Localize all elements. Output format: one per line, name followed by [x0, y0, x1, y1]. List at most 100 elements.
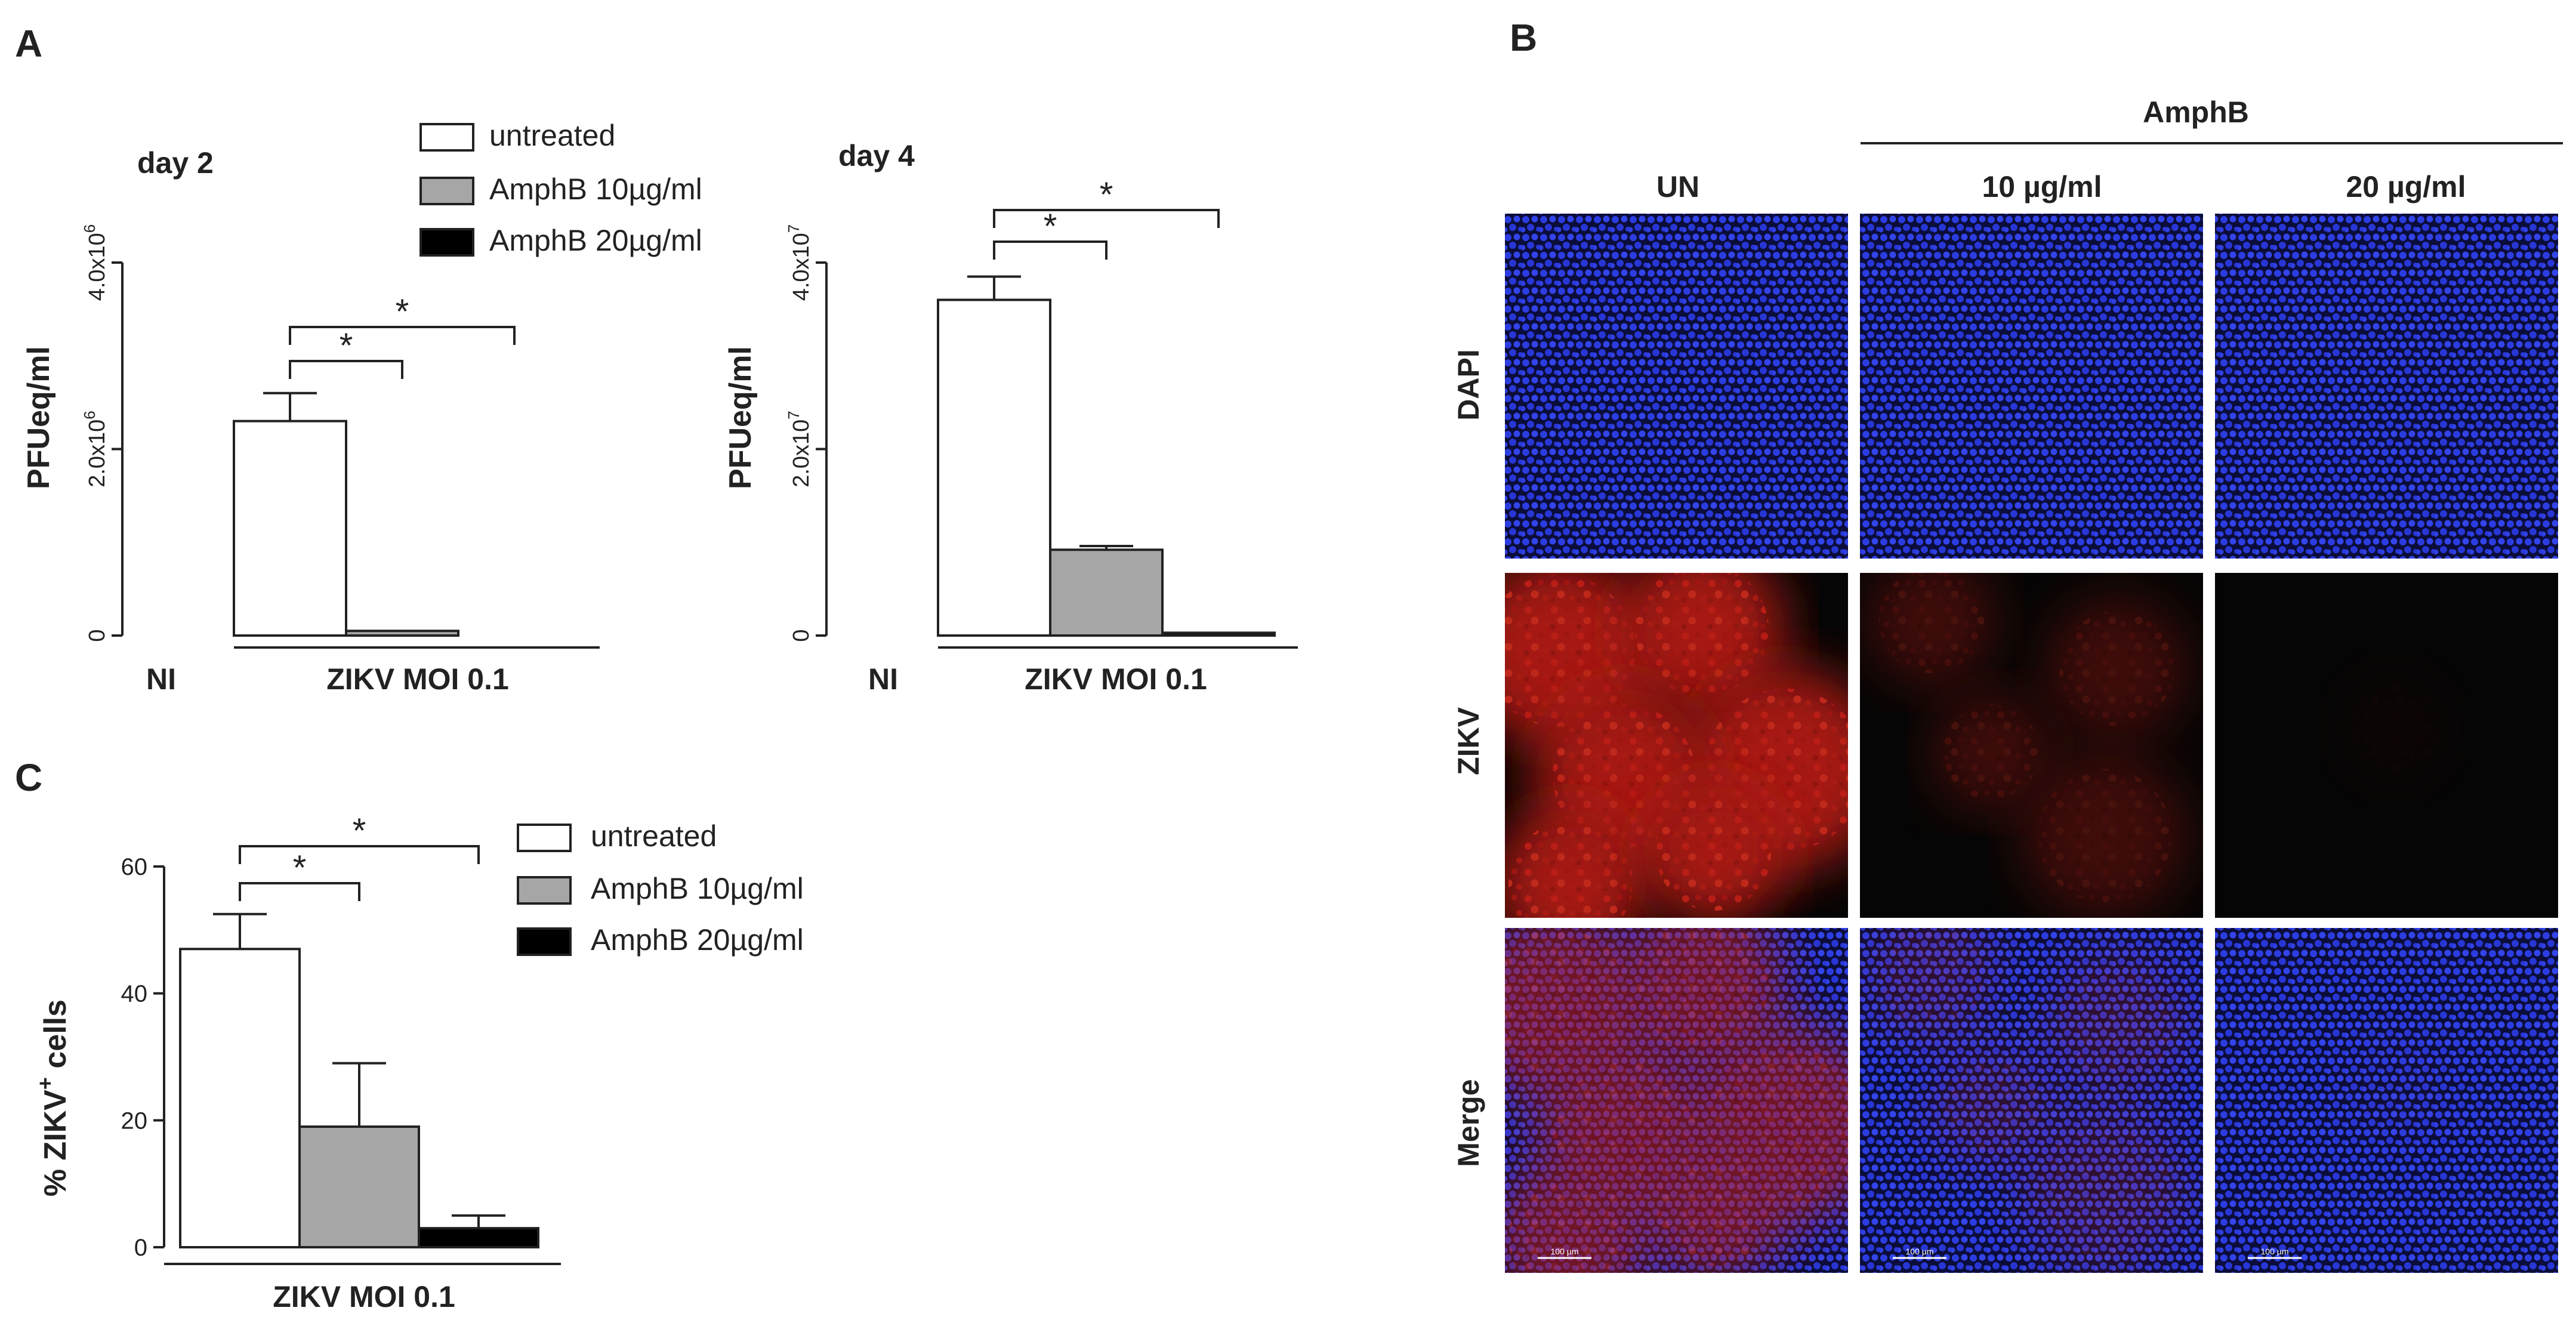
bar: [298, 1125, 420, 1249]
legend-swatch-untreated: [419, 123, 474, 152]
zikv-signal-cells: [1508, 1176, 1633, 1273]
panel-letter-a: A: [15, 22, 42, 65]
group-label-ni: NI: [868, 662, 898, 696]
micrograph-tile: 100 µm: [1505, 928, 1848, 1273]
panel-letter-b: B: [1510, 16, 1537, 59]
zikv-signal-cells: [1635, 928, 1769, 1051]
zikv-signal-cells: [1943, 704, 2039, 800]
y-axis-label-main: % ZIKV: [38, 1090, 73, 1197]
zikv-signal-cells: [1505, 929, 1635, 1082]
legend-swatch-amphb20: [517, 927, 572, 956]
y-axis-label: PFUeq/ml: [21, 346, 56, 489]
micrograph-tile: [1860, 573, 2203, 918]
zikv-channel: [1505, 573, 1848, 918]
zikv-signal-cells: [2038, 769, 2171, 902]
legend-top: untreated AmphB 10µg/ml AmphB 20µg/ml: [419, 119, 702, 257]
significance-label: *: [1100, 175, 1113, 214]
significance-label: *: [1044, 207, 1057, 246]
zikv-signal-cells: [1508, 821, 1633, 918]
y-tick-label: 0: [134, 1235, 147, 1261]
significance-bracket: [239, 882, 360, 901]
zikv-signal-cells: [2351, 685, 2437, 771]
dapi-channel: [1860, 214, 2203, 559]
bar: [1161, 631, 1276, 637]
y-tick-label: 40: [121, 981, 148, 1007]
significance-label: *: [396, 292, 409, 331]
bar: [345, 630, 459, 637]
y-axis-label: % ZIKV+ cells: [33, 1000, 73, 1197]
zikv-signal-cells: [2059, 966, 2174, 1081]
group-label-zikv: ZIKV MOI 0.1: [1025, 662, 1207, 696]
y-tick-label-base: 2.0x10: [789, 420, 814, 488]
significance-bracket: [993, 209, 1220, 228]
legend-swatch-amphb10: [517, 876, 572, 905]
zikv-signal-cells: [1943, 1059, 2039, 1155]
significance-bracket: [993, 240, 1107, 260]
y-tick-label: 60: [121, 854, 148, 880]
panel-letter-c: C: [15, 756, 42, 799]
significance-label: *: [353, 812, 366, 850]
zikv-signal-cells: [2059, 611, 2174, 726]
legend-label-untreated: untreated: [591, 819, 717, 853]
significance-brackets: **: [289, 292, 516, 379]
y-tick-label: 0: [85, 629, 110, 642]
legend-c: untreated AmphB 10µg/ml AmphB 20µg/ml: [517, 819, 804, 957]
y-axis-label: PFUeq/ml: [723, 346, 758, 489]
significance-brackets: **: [239, 812, 480, 901]
significance-label: *: [293, 849, 307, 887]
y-tick-label: 4.0x106: [81, 224, 110, 301]
row-label-dapi: DAPI: [1452, 349, 1485, 420]
column-label-20: 20 µg/ml: [2346, 170, 2466, 203]
micrograph-tile: [2215, 214, 2558, 559]
legend-label-amphb10: AmphB 10µg/ml: [489, 172, 702, 206]
zikv-signal-cells: [1656, 1151, 1771, 1266]
significance-bracket: [239, 845, 480, 864]
bar: [179, 948, 301, 1248]
dapi-channel: [2215, 214, 2558, 559]
zikv-signal-cells: [1635, 573, 1769, 696]
bar: [937, 298, 1051, 637]
bars: [233, 391, 459, 637]
scale-bar-label: 100 µm: [1906, 1247, 1934, 1256]
bar: [1049, 548, 1164, 637]
micrograph-tile: [1505, 214, 1848, 559]
axes: 0 20 40 60: [121, 854, 165, 1261]
y-tick-label-exponent: 6: [81, 224, 98, 233]
y-tick-label-base: 4.0x10: [85, 233, 110, 301]
significance-bracket: [289, 326, 516, 345]
zikv-signal-cells: [1656, 796, 1771, 911]
chart-title: day 4: [838, 139, 915, 172]
zikv-signal-cells: [2038, 1124, 2171, 1257]
chart-title: day 2: [137, 146, 214, 180]
zikv-channel: [2340, 674, 2448, 782]
zikv-channel: [1866, 928, 2188, 1273]
row-label-zikv: ZIKV: [1452, 707, 1485, 775]
y-axis-label-sup: +: [33, 1077, 57, 1090]
zikv-signal-cells: [1505, 574, 1635, 727]
y-tick-label-exponent: 6: [81, 411, 98, 419]
y-tick-label: 4.0x107: [785, 224, 814, 301]
y-axis-label-tail: cells: [38, 1000, 73, 1077]
y-tick-label-exponent: 7: [785, 224, 803, 233]
y-tick-label: 2.0x106: [81, 411, 110, 488]
micrograph-tiles: 100 µm 100 µm 100 µm: [1505, 214, 2558, 1273]
zikv-channel: [1505, 928, 1848, 1273]
scale-bar-label: 100 µm: [2261, 1247, 2289, 1256]
legend-label-amphb20: AmphB 20µg/ml: [489, 224, 702, 257]
legend-label-amphb20: AmphB 20µg/ml: [591, 923, 804, 957]
legend-swatch-amphb10: [419, 177, 474, 205]
y-tick-label: 2.0x107: [785, 411, 814, 488]
micrograph-tile: 100 µm: [1860, 928, 2203, 1273]
treatment-header: AmphB: [2143, 95, 2249, 129]
y-tick-label-base: 4.0x10: [789, 233, 814, 301]
zikv-signal-cells: [1879, 928, 1984, 1028]
y-tick-label-base: 2.0x10: [85, 420, 110, 488]
legend-label-untreated: untreated: [489, 119, 615, 152]
y-tick-label: 0: [789, 629, 814, 642]
significance-brackets: **: [993, 175, 1220, 260]
